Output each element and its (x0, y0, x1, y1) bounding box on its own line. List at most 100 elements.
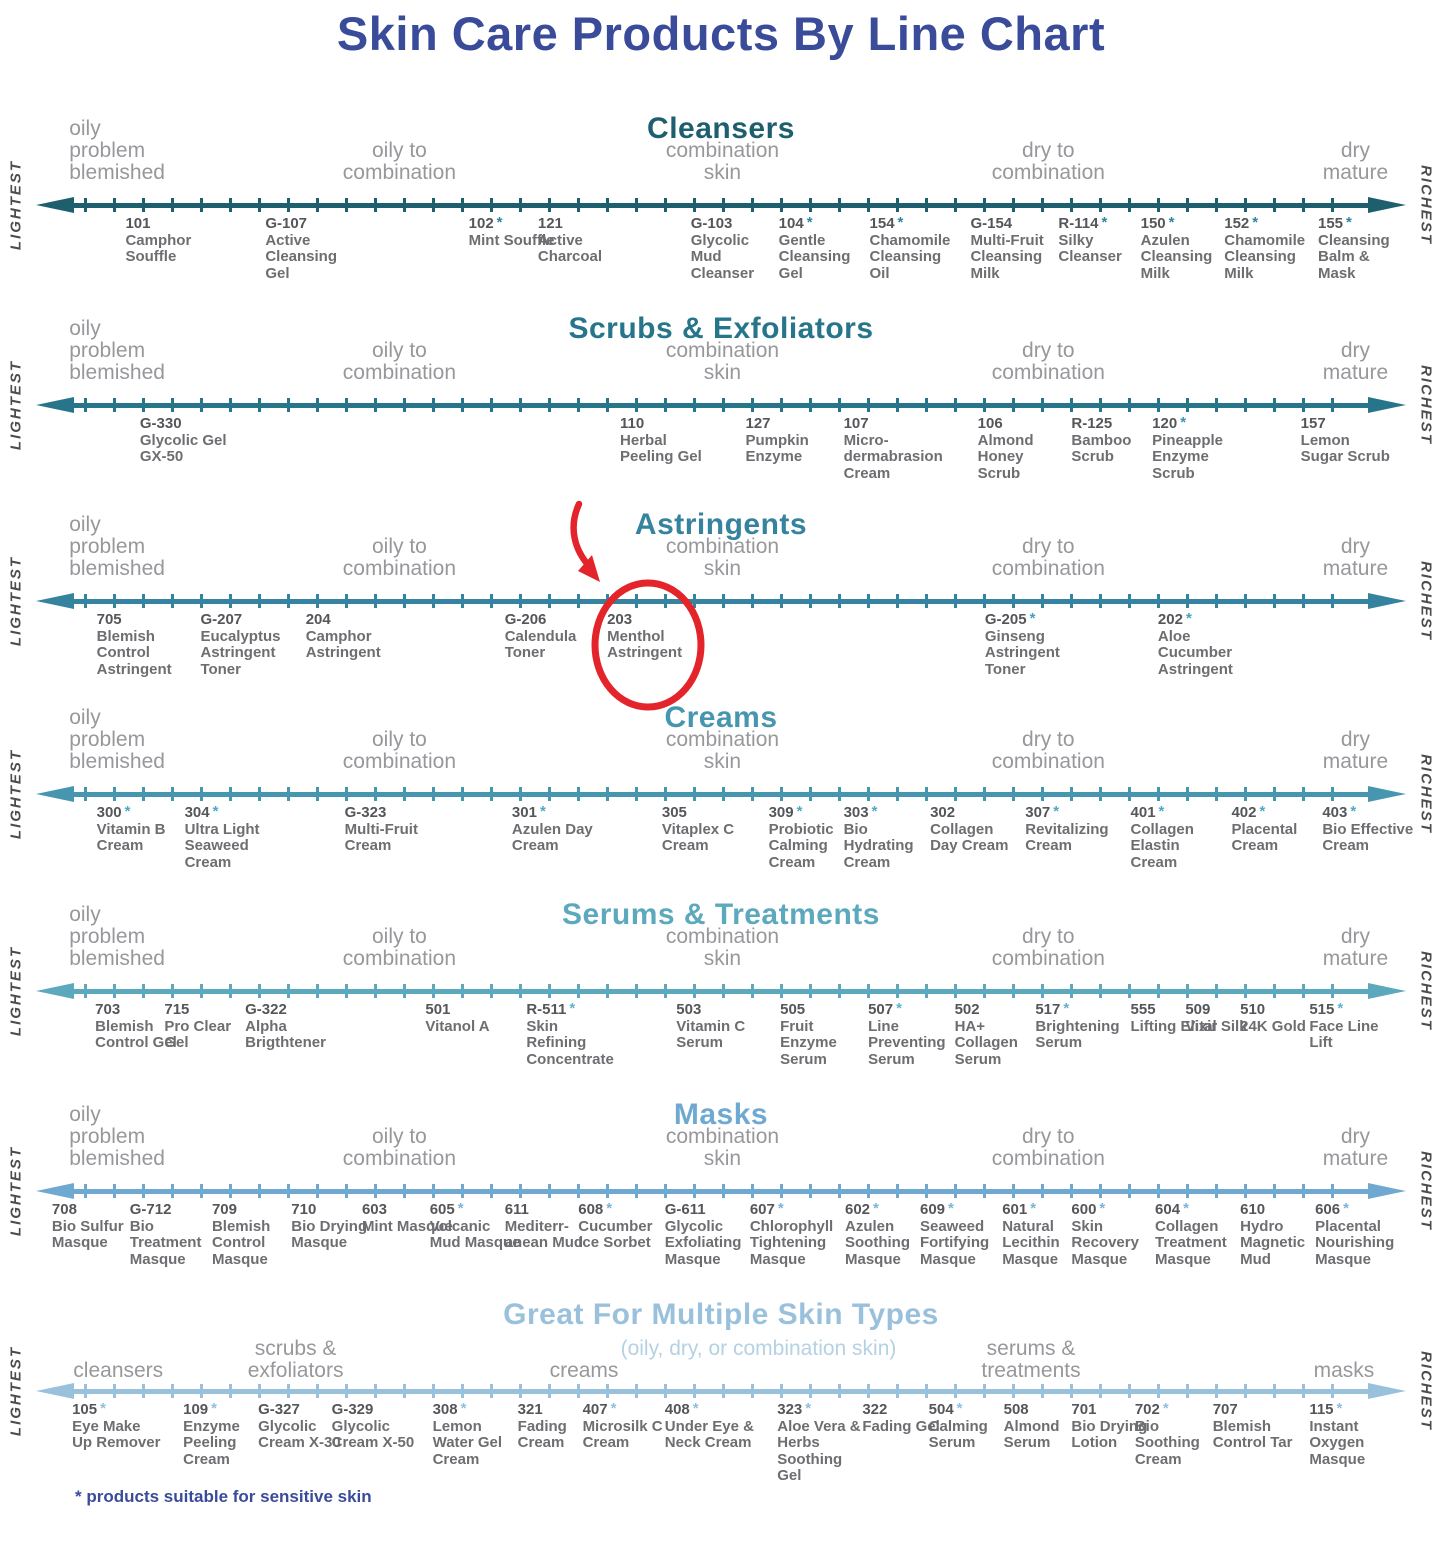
product-code: 120 * (1152, 414, 1187, 432)
product-name: Hydro Magnetic Mud (1240, 1217, 1306, 1268)
axis-label-lightest: LIGHTEST (7, 1145, 25, 1237)
product-name: Aloe Vera & Herbs Soothing Gel (777, 1417, 861, 1484)
product-name: Vitamin C Serum (676, 1017, 746, 1051)
product-code: 307 * (1025, 803, 1060, 821)
axis-zone-label: oily to combination (342, 1125, 457, 1170)
sensitive-skin-star: * (211, 1400, 217, 1417)
product-name: Blemish Control Tar (1212, 1417, 1293, 1451)
product-name: Almond Honey Scrub (977, 431, 1034, 482)
product-408: 408 * Under Eye & Neck Cream (664, 1400, 757, 1452)
axis-zone-label: serums & treatments (981, 1337, 1081, 1382)
product-name: Menthol Astringent (607, 627, 683, 661)
product-name: Collagen Day Cream (930, 820, 1009, 854)
product-202: 202 * Aloe Cucumber Astringent (1157, 610, 1250, 678)
sensitive-skin-star: * (948, 1200, 954, 1217)
product-name: Aloe Cucumber Astringent (1157, 627, 1233, 678)
sensitive-skin-star: * (1158, 803, 1165, 820)
product-name: Fading Gel (862, 1417, 940, 1435)
highlight-annotation (570, 500, 705, 711)
product-name: Cucumber Ice Sorbet (578, 1217, 653, 1251)
product-507: 507 * Line Preventing Serum (868, 1000, 960, 1068)
product-code: 157 (1300, 415, 1326, 432)
product-611: 611 Mediterr-anean Mud (505, 1201, 597, 1252)
product-509: 509 Vital Silk (1185, 1001, 1277, 1035)
product-304: 304 * Ultra Light Seaweed Cream (185, 803, 277, 871)
axis-zone-label: dry to combination (991, 339, 1105, 384)
product-701: 701 Bio Drying Lotion (1071, 1401, 1163, 1452)
page-title: Skin Care Products By Line Chart (336, 7, 1106, 60)
sensitive-skin-star: * (871, 803, 878, 820)
product-name: Chlorophyll Tightening Masque (749, 1217, 834, 1268)
sensitive-skin-star: * (100, 1400, 106, 1417)
product-code: 150 * (1140, 214, 1175, 232)
axis-zone-label: combination skin (665, 728, 780, 773)
product-R-125: R-125 Bamboo Scrub (1071, 415, 1163, 466)
section-creams: Creams oily problem blemished oily to comb… (0, 701, 1442, 897)
product-515: 515 * Face Line Lift (1309, 1000, 1401, 1052)
product-name: Cleansing Balm & Mask (1317, 231, 1390, 282)
axis-zone-label: dry to combination (991, 728, 1105, 773)
sensitive-skin-star: * (1185, 610, 1192, 627)
product-name: Revitalizing Cream (1025, 820, 1109, 854)
product-code: G-329 (331, 1401, 374, 1418)
product-code: 109 * (183, 1400, 217, 1418)
product-name: Multi-Fruit Cleansing Milk (970, 231, 1044, 282)
axis-zone-label: oily to combination (342, 139, 457, 184)
section-title-multi-skin-types: Great For Multiple Skin Types (503, 1298, 939, 1331)
axis-ticks (84, 984, 1358, 998)
product-120: 120 * Pineapple Enzyme Scrub (1152, 414, 1244, 482)
axis-arrowhead-left (36, 397, 74, 413)
product-code: 610 (1240, 1201, 1266, 1218)
product-code: 709 (211, 1201, 237, 1218)
section-title-serums-treatments: Serums & Treatments (562, 898, 880, 931)
axis-arrowhead-right (1368, 593, 1406, 609)
product-name: Fruit Enzyme Serum (780, 1017, 837, 1068)
sensitive-skin-star: * (539, 803, 546, 820)
product-name: Vitamin B Cream (96, 820, 166, 854)
product-152: 152 * Chamomile Cleansing Milk (1224, 214, 1316, 282)
axis-label-richest: RICHEST (1417, 165, 1435, 245)
product-name: Vitanol A (425, 1017, 490, 1035)
product-203: 203 Menthol Astringent (607, 611, 699, 662)
product-name: Instant Oxygen Masque (1309, 1417, 1366, 1468)
axis-zone-label: dry to combination (991, 535, 1105, 580)
product-name: Volcanic Mud Masque (429, 1217, 521, 1251)
sensitive-skin-star: * (457, 1200, 464, 1217)
sensitive-skin-star: * (692, 1400, 699, 1417)
sensitive-skin-star: * (1350, 803, 1357, 820)
product-code: 701 (1071, 1401, 1097, 1418)
product-code: 609 * (919, 1200, 954, 1218)
product-110: 110 Herbal Peeling Gel (620, 415, 712, 466)
axis-arrowhead-left (36, 197, 74, 213)
product-605: 605 * Volcanic Mud Masque (429, 1200, 522, 1252)
product-name: Silky Cleanser (1058, 231, 1122, 265)
product-name: Pineapple Enzyme Scrub (1152, 431, 1224, 482)
product-name: Ginseng Astringent Toner (984, 627, 1060, 678)
axis-arrowhead-right (1368, 1183, 1406, 1199)
sensitive-skin-star: * (1053, 803, 1060, 820)
product-code: G-154 (970, 215, 1013, 232)
product-name: Calming Serum (928, 1417, 988, 1451)
product-608: 608 * Cucumber Ice Sorbet (578, 1200, 670, 1252)
axis-zone-label: combination skin (665, 925, 780, 970)
sensitive-skin-star: * (896, 1000, 902, 1017)
axis-zone-label: dry to combination (991, 1125, 1105, 1170)
product-150: 150 * Azulen Cleansing Milk (1140, 214, 1233, 282)
product-code: 402 * (1231, 803, 1266, 821)
product-508: 508 Almond Serum (1004, 1401, 1096, 1452)
product-309: 309 * Probiotic Calming Cream (769, 803, 861, 871)
axis-zone-label: oily problem blemished (69, 903, 165, 970)
product-code: G-207 (200, 611, 243, 628)
product-code: 504 * (928, 1400, 963, 1418)
product-code: 555 (1130, 1001, 1156, 1018)
product-code: 502 (954, 1001, 980, 1018)
product-510: 510 24K Gold (1240, 1001, 1332, 1035)
axis-label-richest: RICHEST (1417, 1351, 1435, 1431)
product-115: 115 * Instant Oxygen Masque (1309, 1400, 1401, 1468)
product-name: Camphor Astringent (305, 627, 381, 661)
product-name: Under Eye & Neck Cream (664, 1417, 754, 1451)
product-303: 303 * Bio Hydrating Cream (844, 803, 936, 871)
product-code: G-327 (258, 1401, 300, 1418)
product-code: G-206 (504, 611, 547, 628)
axis-label-richest: RICHEST (1417, 561, 1435, 641)
